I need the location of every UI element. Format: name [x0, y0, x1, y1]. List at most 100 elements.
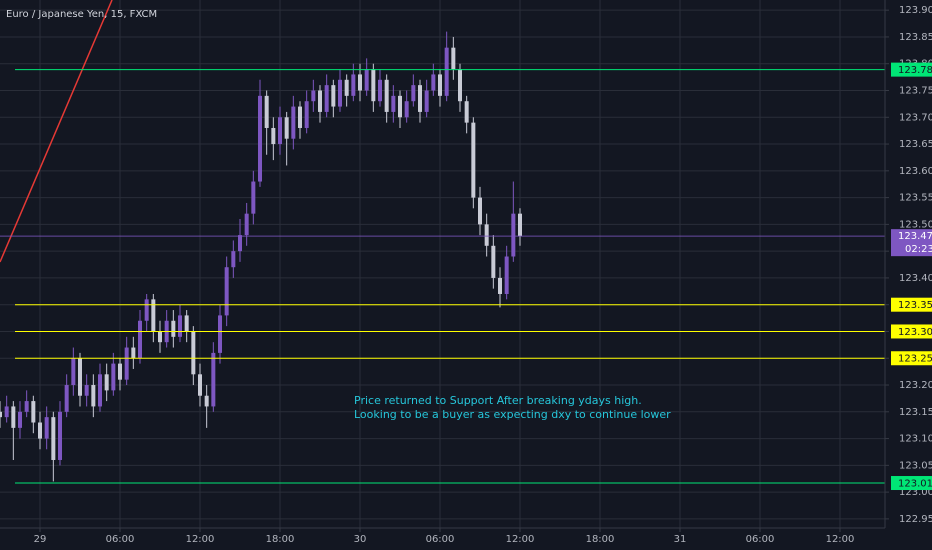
candle-body: [344, 79, 349, 96]
grid: [0, 0, 885, 528]
y-tick-label: 123.900: [899, 5, 932, 16]
candle-body: [244, 213, 249, 236]
candle-body: [351, 74, 356, 96]
candle-body: [324, 85, 329, 112]
candle-body: [118, 363, 122, 380]
y-tick-label: 123.700: [899, 112, 932, 123]
annotation: Looking to be a buyer as expecting dxy t…: [354, 408, 671, 421]
candle-body: [24, 401, 29, 412]
x-tick-label: 18:00: [586, 534, 615, 545]
candle-body: [278, 117, 282, 145]
candle-body: [44, 417, 49, 439]
y-tick-label: 123.100: [899, 434, 932, 445]
candle-body: [331, 85, 336, 107]
candle-body: [0, 411, 2, 418]
candle-body: [251, 181, 256, 214]
candle-body: [111, 363, 116, 391]
candle-body: [58, 411, 62, 460]
candle-body: [504, 256, 509, 294]
y-tick-label: 123.000: [899, 487, 932, 498]
y-tick-label: 122.950: [899, 514, 932, 525]
x-tick-label: 12:00: [186, 534, 215, 545]
x-tick-label: 29: [34, 534, 47, 545]
x-tick-label: 12:00: [506, 534, 535, 545]
candle-body: [318, 90, 322, 112]
y-tick-label: 123.600: [899, 166, 932, 177]
candle-body: [144, 299, 149, 321]
candle-body: [444, 47, 449, 96]
candle-body: [131, 347, 136, 359]
candle-body: [518, 213, 522, 237]
candle-body: [418, 85, 422, 112]
x-tick-label: 06:00: [746, 534, 775, 545]
x-tick-label: 31: [674, 534, 687, 545]
candle-body: [411, 85, 416, 102]
x-tick-label: 06:00: [426, 534, 455, 545]
current-price-label: 123.478: [898, 231, 932, 242]
candle-body: [484, 224, 489, 246]
candle-body: [338, 79, 342, 107]
candle-body: [451, 47, 456, 70]
candle-body: [298, 106, 302, 128]
candles: [0, 31, 522, 482]
candle-body: [78, 358, 82, 396]
chart-title: Euro / Japanese Yen, 15, FXCM: [6, 9, 157, 20]
y-tick-label: 123.200: [899, 380, 932, 391]
candle-body: [204, 395, 209, 407]
candle-body: [404, 101, 409, 118]
y-tick-label: 123.550: [899, 193, 932, 204]
level-label-box: [891, 476, 932, 491]
candle-body: [178, 315, 182, 337]
candle-body: [158, 331, 162, 343]
level-label-box: [891, 351, 932, 366]
candle-body: [91, 385, 96, 407]
y-tick-label: 123.400: [899, 273, 932, 284]
candle-body: [211, 352, 216, 407]
level-label-box: [891, 62, 932, 77]
candle-body: [18, 411, 22, 428]
candle-body: [31, 401, 36, 423]
candle-body: [424, 90, 429, 112]
candle-body: [464, 101, 469, 123]
level-label: 123.789: [898, 65, 932, 76]
candle-body: [371, 69, 376, 102]
candle-body: [138, 320, 142, 359]
x-tick-label: 18:00: [266, 534, 295, 545]
candle-body: [11, 406, 16, 428]
candle-body: [4, 406, 9, 418]
candle-body: [271, 127, 276, 145]
overlays: [0, 69, 885, 484]
current-price-box: [891, 229, 932, 257]
candle-body: [364, 69, 369, 91]
candle-body: [358, 74, 362, 91]
level-label: 123.017: [898, 479, 932, 490]
y-tick-label: 123.850: [899, 32, 932, 43]
y-tick-label: 123.750: [899, 85, 932, 96]
level-label: 123.350: [898, 300, 932, 311]
candle-body: [198, 374, 202, 396]
candle-body: [438, 74, 442, 96]
candle-body: [498, 277, 502, 294]
y-tick-label: 123.650: [899, 139, 932, 150]
candle-body: [84, 385, 89, 396]
candle-body: [64, 385, 69, 412]
candle-body: [511, 213, 516, 257]
x-tick-label: 06:00: [106, 534, 135, 545]
candle-body: [38, 422, 42, 439]
candle-body: [238, 235, 242, 252]
trend-line: [0, 0, 113, 263]
candle-body: [391, 95, 396, 112]
candle-body: [104, 374, 109, 391]
candle-body: [151, 299, 156, 332]
candle-body: [491, 245, 496, 278]
y-tick-label: 123.050: [899, 460, 932, 471]
candle-body: [184, 315, 189, 332]
annotation: Price returned to Support After breaking…: [354, 394, 642, 407]
candle-body: [258, 95, 262, 182]
countdown-label: 02:23: [905, 244, 932, 255]
level-label-box: [891, 297, 932, 312]
level-label-box: [891, 324, 932, 339]
candle-body: [291, 106, 296, 139]
